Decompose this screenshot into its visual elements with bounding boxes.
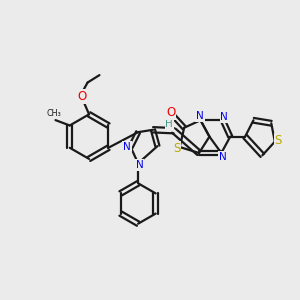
Text: O: O: [77, 90, 86, 103]
Text: N: N: [219, 152, 227, 161]
Text: H: H: [165, 119, 173, 129]
Text: N: N: [136, 160, 143, 170]
Text: N: N: [123, 142, 131, 152]
Text: O: O: [166, 106, 176, 119]
Text: CH₃: CH₃: [46, 109, 62, 118]
Text: S: S: [173, 142, 180, 155]
Text: S: S: [275, 134, 282, 147]
Text: N: N: [196, 111, 204, 121]
Text: N: N: [220, 112, 228, 122]
